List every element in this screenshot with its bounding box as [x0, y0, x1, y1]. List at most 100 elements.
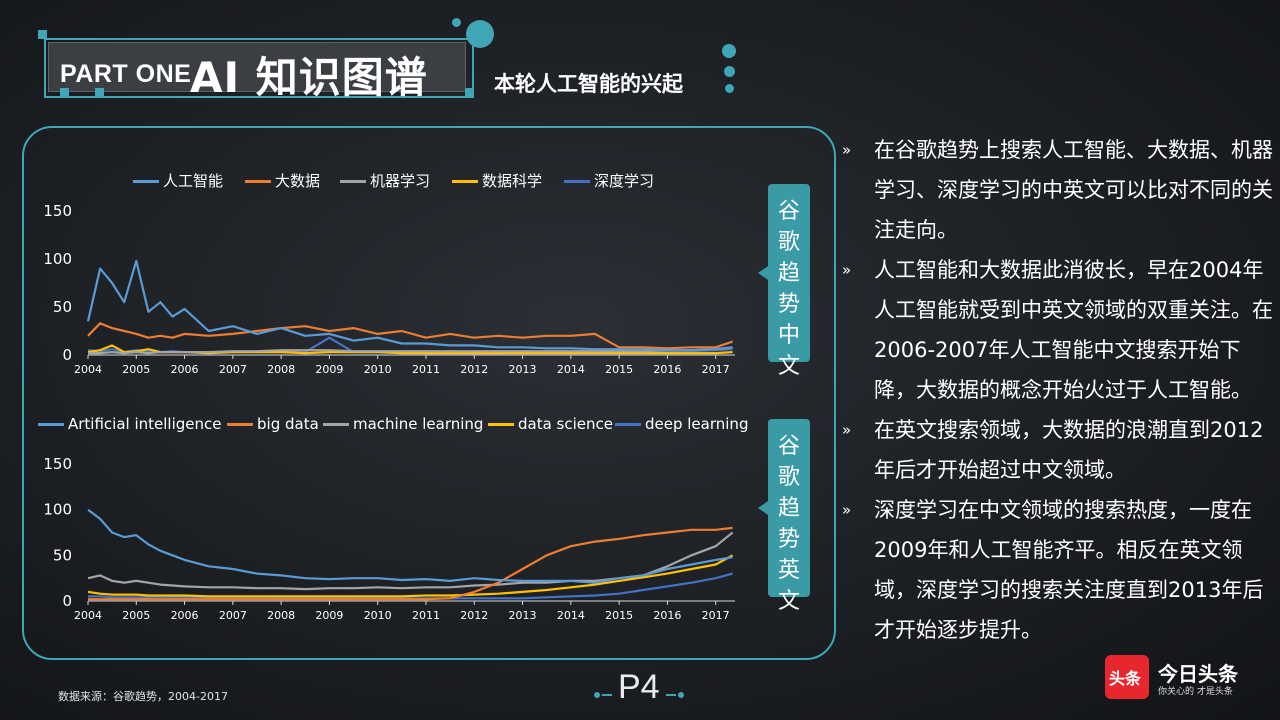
data-source-note: 数据来源：谷歌趋势，2004-2017 — [58, 690, 228, 703]
page-number: P4 — [618, 668, 660, 706]
x-tick-label: 2013 — [509, 609, 537, 622]
bullet-text: 人工智能和大数据此消彼长，早在2004年人工智能就受到中英文领域的双重关注。在2… — [874, 258, 1273, 402]
x-tick-label: 2005 — [122, 609, 150, 622]
legend-label: 深度学习 — [594, 172, 655, 190]
bullet-text: 在谷歌趋势上搜索人工智能、大数据、机器学习、深度学习的中英文可以比对不同的关注走… — [874, 138, 1273, 242]
legend-item: 人工智能 — [133, 170, 223, 191]
x-tick-label: 2016 — [653, 363, 681, 376]
x-tick-label: 2004 — [74, 363, 102, 376]
legend-label: deep learning — [645, 415, 749, 433]
y-tick-label: 150 — [43, 455, 72, 473]
x-tick-label: 2009 — [315, 609, 343, 622]
legend-item: big data — [227, 415, 319, 433]
logo-text: 头条 — [1109, 669, 1142, 688]
decor-dot — [678, 692, 684, 698]
legend-label: 数据科学 — [482, 172, 543, 190]
x-tick-label: 2005 — [122, 363, 150, 376]
decor-circle — [466, 20, 494, 48]
series-line-人工智能 — [86, 259, 733, 352]
x-tick-label: 2011 — [412, 363, 440, 376]
x-tick-label: 2008 — [267, 609, 295, 622]
x-tick-label: 2015 — [605, 363, 633, 376]
decor-circle — [725, 84, 734, 93]
legend-item: Artificial intelligence — [38, 415, 222, 433]
page-subtitle: 本轮人工智能的兴起 — [494, 72, 683, 96]
series-line-big-data — [88, 526, 733, 601]
bullet-mark: » — [842, 501, 852, 519]
y-tick-label: 100 — [43, 250, 72, 268]
legend-label: machine learning — [353, 415, 484, 433]
page-title: AI 知识图谱 — [190, 53, 428, 102]
x-tick-label: 2006 — [171, 363, 199, 376]
bullet-list: » 在谷歌趋势上搜索人工智能、大数据、机器学习、深度学习的中英文可以比对不同的关注… — [842, 130, 1274, 650]
legend-label: 机器学习 — [370, 172, 431, 190]
y-tick-label: 0 — [62, 346, 72, 364]
x-tick-label: 2017 — [702, 609, 730, 622]
x-tick-label: 2016 — [653, 609, 681, 622]
decor-circle — [724, 66, 735, 77]
x-tick-label: 2010 — [364, 609, 392, 622]
bullet-item: » 在谷歌趋势上搜索人工智能、大数据、机器学习、深度学习的中英文可以比对不同的关注… — [842, 130, 1274, 250]
tag-pointer — [758, 501, 768, 515]
brand-name: 今日头条 — [1158, 662, 1238, 686]
x-tick-label: 2010 — [364, 363, 392, 376]
decor-dash — [602, 694, 612, 696]
x-tick-label: 2014 — [557, 363, 585, 376]
legend-item: machine learning — [323, 415, 483, 433]
legend-label: 人工智能 — [163, 172, 224, 190]
x-tick-label: 2006 — [171, 609, 199, 622]
bullet-item: » 在英文搜索领域，大数据的浪潮直到2012年后才开始超过中文领域。 — [842, 410, 1274, 490]
tag-label: 谷歌趋势英文 — [777, 434, 800, 614]
x-tick-label: 2017 — [702, 363, 730, 376]
series-line-data-science — [87, 554, 734, 598]
toutiao-logo — [1105, 655, 1149, 699]
legend-item: 机器学习 — [340, 170, 430, 191]
x-tick-label: 2014 — [557, 609, 585, 622]
line-chart-chinese: 0 50 100 150 2004 2005 2006 2007 2008 2009 2010 201… — [43, 202, 735, 376]
x-tick-label: 2011 — [412, 609, 440, 622]
decor-square — [38, 30, 47, 39]
x-tick-label: 2007 — [219, 363, 247, 376]
bullet-text: 深度学习在中文领域的搜索热度，一度在2009年和人工智能齐平。相反在英文领域，深… — [874, 498, 1264, 642]
brand-slogan: 你关心的 才是头条 — [1158, 687, 1233, 697]
legend-item: deep learning — [615, 415, 748, 433]
tag-google-trends-chinese: 谷歌趋势中文 — [768, 184, 810, 379]
x-tick-label: 2012 — [460, 609, 488, 622]
legend-label: Artificial intelligence — [68, 415, 222, 433]
bullet-mark: » — [842, 141, 852, 159]
x-tick-label: 2012 — [460, 363, 488, 376]
legend-label: data science — [518, 415, 613, 433]
decor-square — [465, 88, 474, 97]
decor-dot — [594, 692, 600, 698]
x-tick-label: 2009 — [315, 363, 343, 376]
y-tick-label: 50 — [53, 546, 72, 564]
decor-circle — [722, 44, 736, 58]
tag-label: 谷歌趋势中文 — [777, 199, 800, 379]
x-tick-label: 2015 — [605, 609, 633, 622]
x-tick-label: 2004 — [74, 609, 102, 622]
x-tick-label: 2008 — [267, 363, 295, 376]
y-tick-label: 150 — [43, 202, 72, 220]
line-chart-english: 0 50 100 150 2004 2005 2006 2007 2008 2009 2010 201… — [43, 455, 735, 622]
series-line-大数据 — [87, 322, 733, 350]
bullet-item: » 深度学习在中文领域的搜索热度，一度在2009年和人工智能齐平。相反在英文领域，… — [842, 490, 1274, 650]
bullet-mark: » — [842, 261, 852, 279]
series-line-artificial-intelligence — [87, 508, 733, 584]
decor-dash — [666, 694, 676, 696]
legend-item: 大数据 — [245, 170, 320, 191]
tag-google-trends-english: 谷歌趋势英文 — [768, 419, 810, 614]
decor-square — [95, 88, 104, 97]
title-frame — [44, 38, 474, 98]
x-tick-label: 2007 — [219, 609, 247, 622]
bullet-item: » 人工智能和大数据此消彼长，早在2004年人工智能就受到中英文领域的双重关注。在… — [842, 250, 1274, 410]
title-panel — [48, 42, 466, 92]
tag-pointer — [758, 266, 768, 280]
y-tick-label: 0 — [62, 592, 72, 610]
legend-item: 数据科学 — [452, 170, 542, 191]
part-label: PART ONE — [60, 60, 192, 88]
series-line-机器学习 — [88, 346, 733, 355]
legend-label: 大数据 — [275, 172, 321, 190]
legend-item: data science — [488, 415, 613, 433]
bullet-text: 在英文搜索领域，大数据的浪潮直到2012年后才开始超过中文领域。 — [874, 418, 1264, 482]
x-tick-label: 2013 — [509, 363, 537, 376]
